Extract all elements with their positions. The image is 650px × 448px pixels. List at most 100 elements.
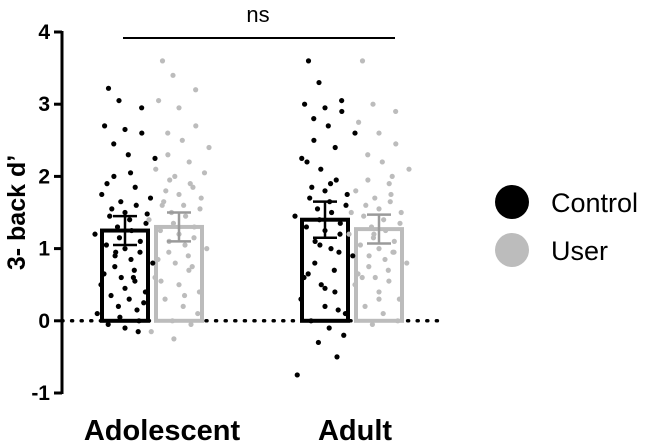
point-adult-user (362, 303, 368, 309)
point-adolescent-control (107, 213, 113, 219)
point-adult-control (327, 181, 334, 187)
point-adolescent-control (109, 206, 115, 212)
point-adolescent-control (98, 282, 104, 288)
point-adult-user (385, 267, 391, 273)
point-adolescent-control (111, 141, 117, 147)
point-adult-control (292, 213, 298, 219)
point-adolescent-user (204, 246, 210, 252)
point-adult-control (311, 137, 317, 143)
point-adolescent-user (186, 159, 192, 165)
point-adult-control (302, 101, 308, 107)
point-adult-user (397, 220, 403, 226)
point-adolescent-user (172, 173, 178, 179)
point-adolescent-user (180, 303, 186, 309)
point-adolescent-user (182, 242, 188, 248)
point-adult-control (318, 166, 324, 172)
point-adult-control (326, 325, 332, 331)
point-adult-control (312, 260, 318, 266)
point-adult-control (344, 191, 350, 198)
point-adolescent-user (176, 191, 182, 198)
point-adolescent-control (134, 307, 140, 313)
point-adult-user (393, 108, 399, 115)
point-adolescent-user (176, 105, 182, 111)
point-adolescent-user (196, 289, 202, 295)
point-adolescent-user (186, 267, 192, 273)
legend: Control User (495, 185, 638, 267)
point-adult-control (341, 332, 347, 338)
point-adolescent-user (172, 260, 178, 266)
point-adolescent-user (181, 292, 188, 299)
point-adolescent-user (191, 224, 197, 230)
point-adult-user (366, 264, 372, 270)
point-adult-user (391, 238, 397, 244)
point-adolescent-control (122, 325, 128, 331)
point-adolescent-user (152, 274, 158, 281)
point-adult-user (383, 227, 389, 234)
point-adult-user (365, 152, 371, 158)
point-adolescent-control (111, 173, 117, 179)
point-adolescent-control (126, 296, 132, 302)
point-adult-user (398, 209, 404, 216)
point-adult-control (337, 220, 343, 226)
point-adult-user (390, 249, 396, 255)
point-adolescent-user (146, 217, 152, 223)
point-adolescent-user (157, 227, 163, 234)
point-adolescent-control (139, 130, 145, 136)
point-adolescent-user (148, 329, 154, 335)
point-adult-control (315, 339, 321, 346)
point-adolescent-user (185, 253, 191, 259)
x-axis-categories: Adolescent Adult (84, 415, 393, 447)
point-adult-control (304, 159, 310, 165)
point-adult-user (371, 231, 377, 237)
point-adolescent-control (122, 209, 128, 216)
point-adolescent-control (105, 321, 111, 328)
point-adolescent-user (165, 130, 171, 136)
point-adult-control (318, 282, 324, 288)
point-adolescent-user (191, 235, 197, 241)
point-adult-user (386, 278, 392, 284)
point-adolescent-control (127, 217, 133, 223)
point-adolescent-control (152, 155, 158, 161)
point-adult-user (387, 199, 393, 205)
point-adult-user (379, 159, 385, 165)
point-adolescent-user (167, 177, 173, 183)
point-adult-control (307, 195, 313, 201)
point-adolescent-user (159, 202, 165, 208)
point-adult-control (322, 285, 328, 291)
point-adolescent-user (195, 310, 201, 317)
point-adolescent-user (165, 152, 171, 158)
point-adolescent-control (135, 329, 141, 335)
y-tick-label: -1 (31, 382, 50, 405)
legend-marker-control (495, 185, 529, 219)
point-adolescent-user (158, 278, 164, 284)
point-adult-user (346, 231, 352, 237)
y-tick-label: 4 (38, 21, 50, 44)
point-adult-user (370, 101, 376, 107)
point-adult-control (309, 184, 315, 190)
point-adult-control (352, 130, 358, 136)
point-adult-user (359, 58, 366, 64)
point-adolescent-control (122, 126, 128, 133)
point-adolescent-control (122, 246, 128, 252)
point-adolescent-control (150, 260, 156, 266)
point-adult-control (298, 296, 304, 302)
point-adult-user (353, 188, 359, 194)
point-adult-user (355, 271, 361, 277)
point-adult-control (314, 206, 321, 212)
point-adolescent-user (201, 170, 208, 176)
point-adolescent-control (112, 264, 118, 270)
point-adult-user (376, 246, 382, 252)
point-adolescent-user (197, 206, 203, 212)
point-adult-user (376, 296, 382, 302)
point-adolescent-user (198, 195, 204, 201)
point-adult-user (376, 206, 382, 212)
point-adult-control (322, 303, 328, 309)
legend-label-user: User (551, 236, 608, 266)
category-label-adolescent: Adolescent (84, 415, 241, 447)
point-adult-control (303, 224, 309, 230)
point-adolescent-user (170, 72, 176, 78)
point-adult-user (357, 242, 363, 248)
point-adolescent-user (170, 220, 177, 226)
data-points (92, 58, 412, 378)
